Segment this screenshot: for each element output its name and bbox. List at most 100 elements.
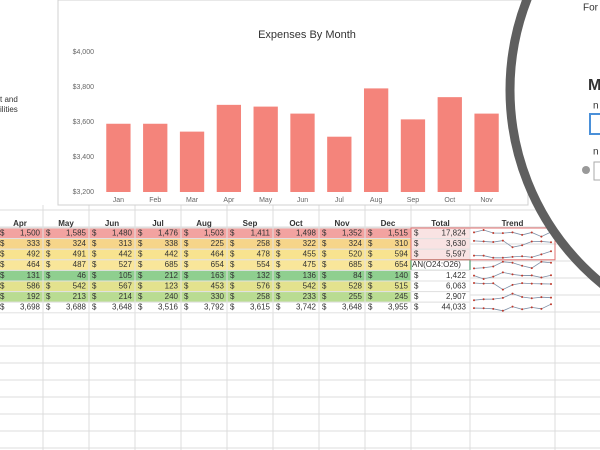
sparkline-point [550, 241, 552, 244]
cell: 515 [395, 281, 409, 290]
currency: $ [184, 292, 189, 301]
left-chart-area [0, 0, 58, 205]
cell: 1,498 [296, 228, 317, 237]
column-header: May [58, 219, 74, 228]
sparkline-point [521, 308, 524, 311]
currency: $ [322, 271, 327, 280]
x-tick-label: Nov [480, 197, 493, 204]
currency: $ [184, 228, 189, 237]
sparkline-point [530, 306, 533, 309]
sparkline-point [473, 307, 475, 310]
currency: $ [414, 271, 419, 280]
panel-input[interactable] [593, 161, 600, 181]
column-header: Jul [152, 219, 164, 228]
x-tick-label: Aug [370, 197, 383, 204]
cell: 313 [119, 239, 133, 248]
currency: $ [0, 292, 5, 301]
currency: $ [276, 303, 281, 312]
currency: $ [322, 292, 327, 301]
sparkline-point [530, 267, 533, 270]
sparkline-point [511, 246, 514, 249]
chart-title: Expenses By Month [258, 29, 356, 41]
currency: $ [276, 228, 281, 237]
currency: $ [46, 303, 51, 312]
panel-input[interactable] [589, 113, 600, 135]
sparkline-point [511, 261, 514, 264]
formula: AN(O24:O26) [412, 260, 461, 269]
panel-heading: M [588, 77, 600, 94]
sparkline-point [482, 307, 485, 310]
cell: 213 [73, 292, 87, 301]
sparkline-point [473, 274, 475, 277]
currency: $ [368, 228, 373, 237]
total: 1,422 [446, 271, 467, 280]
currency: $ [230, 228, 235, 237]
currency: $ [368, 292, 373, 301]
currency: $ [138, 260, 143, 269]
currency: $ [184, 271, 189, 280]
cell: 554 [257, 260, 271, 269]
cell: 586 [27, 281, 41, 290]
column-header: Total [431, 219, 450, 228]
sparkline-point [550, 274, 552, 277]
cell: 685 [349, 260, 363, 269]
currency: $ [92, 260, 97, 269]
sparkline-point [540, 276, 543, 279]
currency: $ [276, 271, 281, 280]
cell: 1,500 [20, 228, 41, 237]
bar [290, 113, 315, 192]
bar [216, 104, 242, 192]
cell: 453 [211, 281, 225, 290]
currency: $ [276, 239, 281, 248]
sparkline-point [530, 240, 533, 243]
column-header: Nov [334, 219, 350, 228]
sparkline-point [521, 274, 524, 277]
sparkline-point [501, 256, 504, 259]
column-header: Oct [289, 219, 303, 228]
currency: $ [322, 228, 327, 237]
cell: 136 [303, 271, 317, 280]
cell: 214 [119, 292, 133, 301]
currency: $ [368, 250, 373, 259]
sparkline-point [540, 296, 543, 299]
sparkline-point [550, 303, 552, 306]
sparkline-point [540, 260, 543, 263]
column-header: Dec [381, 219, 396, 228]
sparkline-point [501, 309, 504, 312]
currency: $ [46, 228, 51, 237]
sparkline-point [501, 288, 504, 291]
total: 3,630 [446, 239, 467, 248]
sparkline-point [530, 282, 533, 285]
sparkline-point [492, 265, 495, 268]
cell: 542 [73, 281, 87, 290]
sparkline-point [511, 305, 514, 308]
sparkline-point [550, 250, 552, 253]
cell: 455 [303, 250, 317, 259]
total: 6,063 [446, 281, 467, 290]
cell: 527 [119, 260, 133, 269]
bar [106, 123, 131, 192]
sparkline-point [521, 296, 524, 299]
currency: $ [0, 271, 5, 280]
currency: $ [138, 292, 143, 301]
x-tick-label: Feb [149, 197, 161, 204]
cell: 255 [349, 292, 363, 301]
total: 2,907 [446, 292, 467, 301]
currency: $ [138, 250, 143, 259]
cell: 84 [353, 271, 362, 280]
sparkline-point [473, 239, 475, 242]
x-tick-label: May [259, 197, 273, 204]
currency: $ [138, 271, 143, 280]
currency: $ [0, 303, 5, 312]
panel-button[interactable] [582, 166, 590, 174]
cell: 685 [165, 260, 179, 269]
sparkline-point [501, 260, 504, 263]
cell: 567 [119, 281, 133, 290]
currency: $ [276, 260, 281, 269]
currency: $ [0, 228, 5, 237]
currency: $ [46, 250, 51, 259]
side-text: t and [0, 95, 18, 104]
cell: 3,516 [158, 303, 179, 312]
cell: 442 [119, 250, 133, 259]
currency: $ [92, 281, 97, 290]
